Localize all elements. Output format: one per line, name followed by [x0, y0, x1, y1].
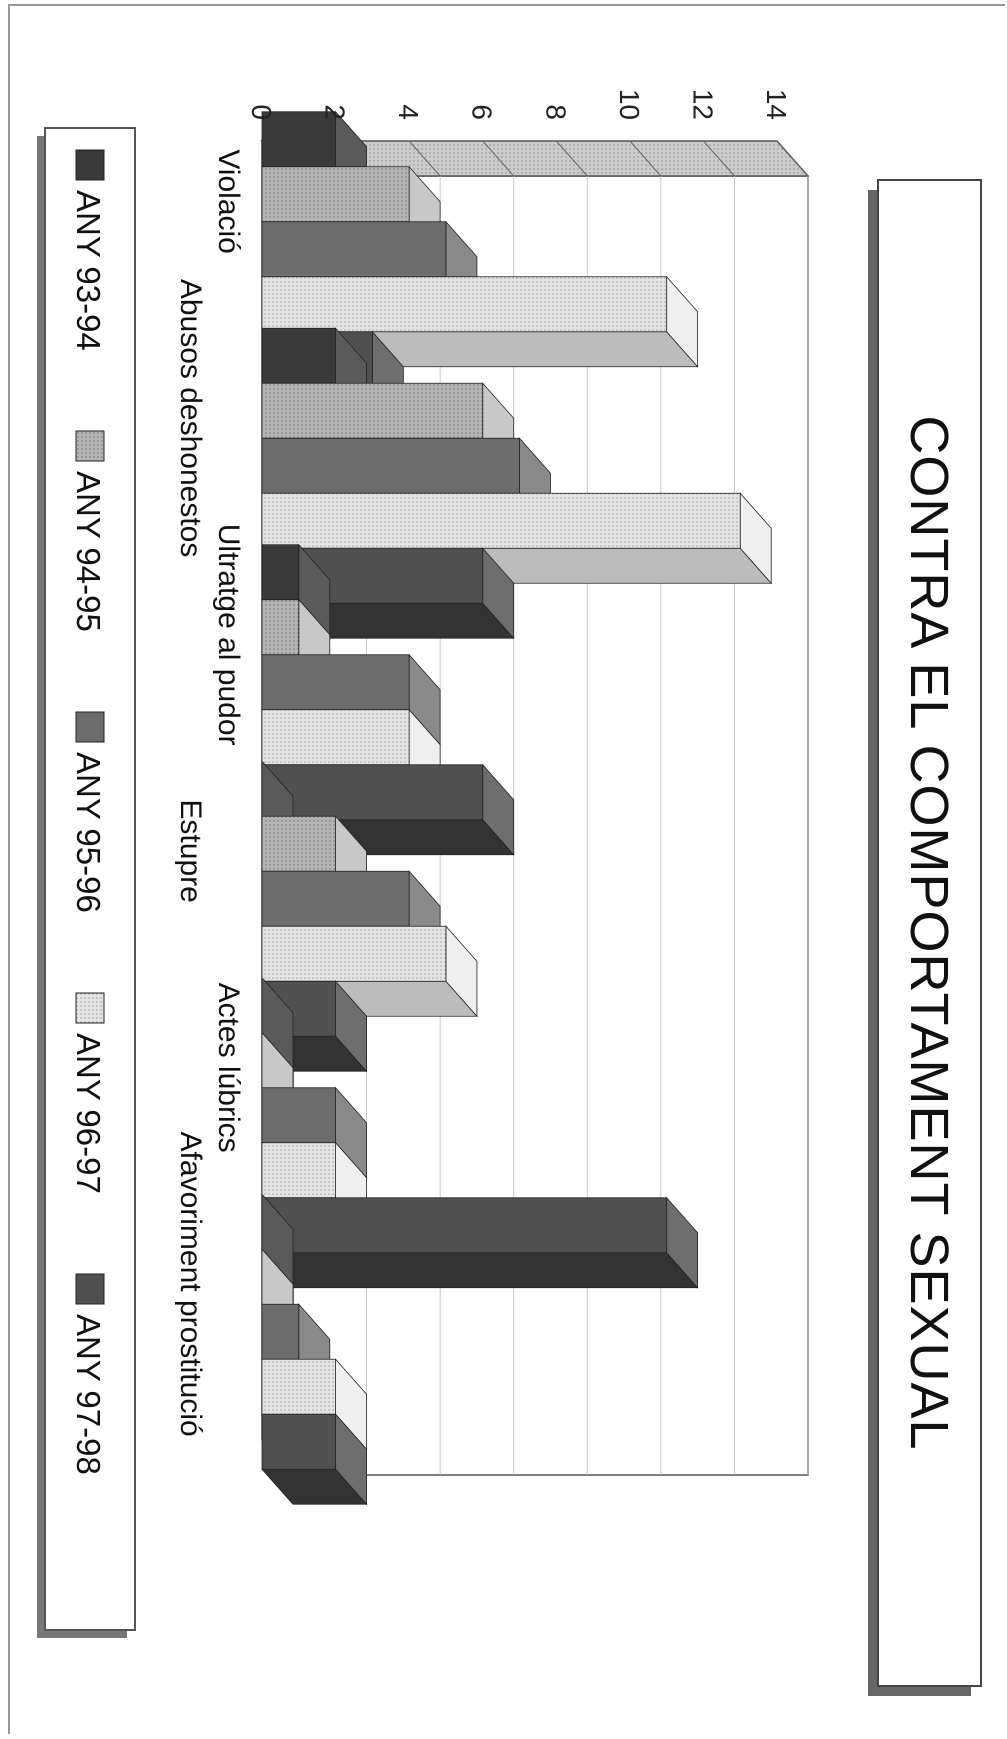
legend-label: ANY 95-96: [70, 752, 107, 913]
bar-front: [261, 1087, 336, 1144]
legend-swatch: [75, 711, 105, 743]
y-tick-label: 6: [467, 104, 498, 120]
title-group: CONTRA EL COMPORTAMENT SEXUAL: [868, 179, 982, 1696]
category-label: Ultratge al pudor: [212, 524, 245, 746]
bar-front: [261, 166, 410, 223]
y-tick-label: 8: [540, 104, 571, 120]
gridline-side: [776, 140, 809, 177]
gridline-side: [629, 140, 662, 177]
bar-front: [261, 709, 410, 766]
bar-front: [261, 544, 300, 601]
bar-front: [261, 1303, 300, 1360]
category-label: Abusos deshonestos: [174, 279, 207, 558]
legend-swatch: [75, 430, 105, 462]
category-label: Afavoriment prostitució: [174, 1132, 207, 1437]
gridline-side: [555, 140, 588, 177]
bar-front: [261, 492, 741, 549]
bar-front: [261, 1197, 668, 1254]
bar-front: [261, 327, 336, 384]
category-label: Actes lúbrics: [212, 983, 245, 1153]
y-tick-label: 12: [687, 89, 718, 120]
bar-front: [261, 764, 484, 821]
y-tick-label: 2: [320, 104, 351, 120]
title-box: [877, 179, 982, 1687]
legend-label: ANY 94-95: [70, 471, 107, 632]
y-tick-labels: 0 2 4 6 8 10 12 14: [246, 89, 792, 120]
chart-title: CONTRA EL COMPORTAMENT SEXUAL: [899, 415, 959, 1450]
bar-front: [261, 925, 447, 982]
y-tick-label: 10: [614, 89, 645, 120]
bar-side: [261, 1252, 699, 1289]
bar-front: [261, 1413, 336, 1470]
legend: ANY 93-94 ANY 94-95 ANY 95-96 ANY 96-97 ANY …: [37, 127, 136, 1638]
bar-front: [261, 1358, 336, 1415]
bar-front: [261, 276, 668, 333]
legend-swatch: [75, 992, 105, 1024]
bar-front: [261, 599, 300, 656]
bar-front: [261, 382, 484, 439]
y-tick-label: 0: [246, 104, 277, 120]
y-tick-label: 4: [393, 104, 424, 120]
bar-front: [261, 1142, 336, 1199]
legend-label: ANY 97-98: [70, 1314, 107, 1475]
legend-swatch: [75, 149, 105, 181]
bar: [261, 1196, 699, 1289]
bar-front: [261, 654, 410, 711]
legend-box: [44, 127, 136, 1631]
gridline-side: [408, 140, 441, 177]
gridline-side: [703, 140, 735, 177]
bar-front: [261, 437, 520, 494]
gridline-side: [482, 140, 515, 177]
plot-area: [260, 110, 810, 1506]
bar: [261, 1413, 368, 1506]
bar-front: [261, 815, 336, 872]
legend-label: ANY 93-94: [70, 190, 107, 351]
bar-front: [261, 111, 336, 168]
category-label: Violació: [212, 149, 245, 254]
legend-label: ANY 96-97: [70, 1033, 107, 1194]
bar-front: [261, 221, 447, 278]
bar-front: [261, 870, 410, 927]
category-label: Estupre: [174, 799, 207, 902]
page-frame: [8, 4, 1005, 1734]
y-tick-label: 14: [761, 89, 792, 120]
legend-swatch: [75, 1273, 105, 1305]
